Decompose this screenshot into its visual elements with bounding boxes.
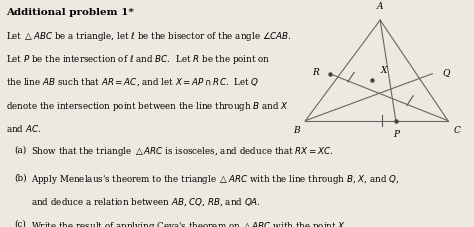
Text: A: A: [377, 2, 383, 11]
Text: Let $\triangle ABC$ be a triangle, let $\ell$ be the bisector of the angle $\ang: Let $\triangle ABC$ be a triangle, let $…: [6, 30, 292, 42]
Text: P: P: [393, 130, 399, 139]
Text: and deduce a relation between $AB$, $CQ$, $RB$, and $QA$.: and deduce a relation between $AB$, $CQ$…: [31, 197, 261, 208]
Text: Write the result of applying Ceva's theorem on $\triangle ABC$ with the point $X: Write the result of applying Ceva's theo…: [31, 220, 347, 227]
Text: X: X: [381, 66, 387, 75]
Text: Apply Menelaus's theorem to the triangle $\triangle ARC$ with the line through $: Apply Menelaus's theorem to the triangle…: [31, 173, 399, 186]
Text: denote the intersection point between the line through $B$ and $X$: denote the intersection point between th…: [6, 100, 289, 113]
Text: Q: Q: [443, 68, 450, 77]
Text: (a): (a): [14, 145, 27, 154]
Text: the line $AB$ such that $AR = AC$, and let $X = AP \cap RC$.  Let $Q$: the line $AB$ such that $AR = AC$, and l…: [6, 76, 259, 88]
Text: Additional problem 1*: Additional problem 1*: [6, 8, 134, 17]
Text: (b): (b): [14, 173, 27, 182]
Text: B: B: [293, 126, 300, 135]
Text: C: C: [453, 126, 460, 135]
Text: Let $P$ be the intersection of $\ell$ and $BC$.  Let $R$ be the point on: Let $P$ be the intersection of $\ell$ an…: [6, 53, 271, 66]
Text: (c): (c): [14, 220, 26, 227]
Text: and $AC$.: and $AC$.: [6, 123, 41, 134]
Text: Show that the triangle $\triangle ARC$ is isosceles, and deduce that $RX = XC$.: Show that the triangle $\triangle ARC$ i…: [31, 145, 333, 158]
Text: R: R: [312, 68, 319, 77]
